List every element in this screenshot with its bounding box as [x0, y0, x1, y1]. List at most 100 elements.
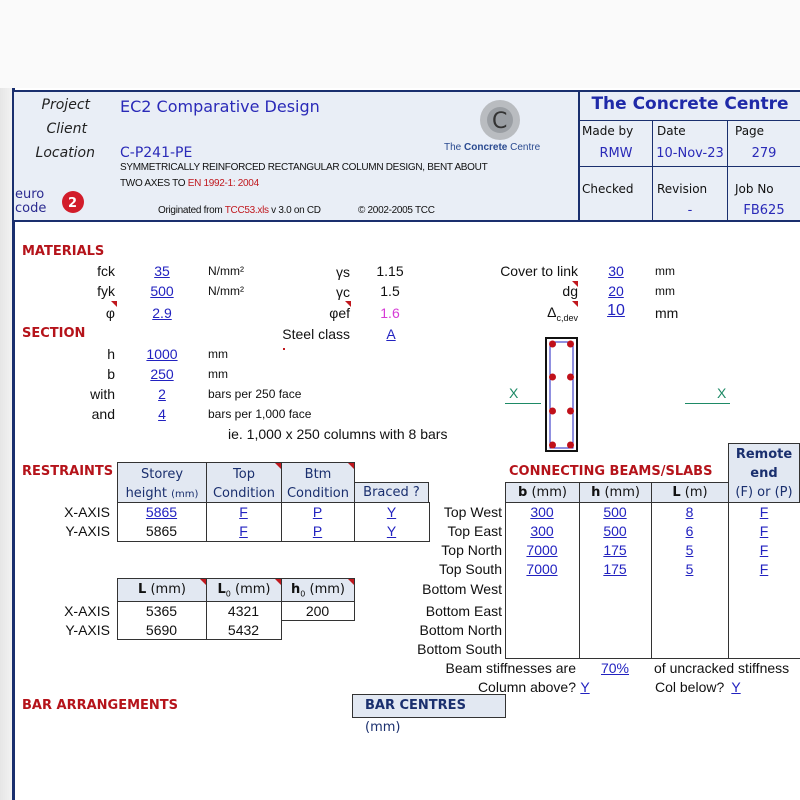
top-condition-input[interactable]: F	[239, 504, 248, 520]
concrete-centre-logo-icon: C	[478, 98, 522, 142]
header-text: Condition	[212, 486, 276, 501]
originated-prefix: Originated from	[158, 205, 225, 216]
divider	[727, 120, 728, 222]
header-text: Remote	[735, 447, 793, 462]
braced-input[interactable]: Y	[386, 504, 397, 520]
revision-value[interactable]: -	[687, 203, 693, 218]
header-text: BAR CENTRES	[365, 698, 466, 713]
cover-label: Cover to link	[500, 263, 578, 279]
L-header: L (mm)	[117, 578, 207, 602]
header-unit: (mm)	[527, 485, 567, 500]
comment-marker[interactable]	[572, 281, 578, 287]
h-unit: mm	[208, 347, 228, 361]
beam-b-input[interactable]: 7000	[526, 561, 558, 577]
gamma-s-value: 1.15	[376, 263, 404, 279]
date-label: Date	[657, 124, 686, 138]
header-unit: (mm)	[600, 485, 640, 500]
beams-table-body	[505, 502, 800, 659]
date-value[interactable]: 10-Nov-23	[656, 146, 724, 161]
materials-heading: MATERIALS	[22, 244, 105, 259]
beam-L-input[interactable]: 5	[685, 542, 694, 558]
beam-label: Top North	[441, 542, 502, 558]
page-value[interactable]: 279	[751, 146, 777, 161]
btm-condition-input[interactable]: P	[312, 523, 323, 539]
beam-h-input[interactable]: 175	[603, 542, 627, 558]
page-label: Page	[735, 124, 765, 138]
restraints-table-body	[117, 502, 430, 542]
bar-centres-header: BAR CENTRES (mm)	[352, 694, 506, 735]
beam-end-input[interactable]: F	[759, 504, 769, 520]
bars-1000-input[interactable]: 4	[158, 406, 166, 422]
cover-input[interactable]: 30	[608, 263, 624, 279]
comment-marker[interactable]	[200, 579, 206, 585]
project-label: Project	[41, 97, 90, 113]
comment-marker[interactable]	[111, 301, 117, 307]
fck-input[interactable]: 35	[154, 263, 170, 279]
header-unit: (mm)	[365, 720, 401, 735]
top-strip	[0, 0, 800, 88]
job-no-value[interactable]: FB625	[743, 203, 785, 218]
h-input[interactable]: 1000	[146, 346, 178, 362]
comment-marker[interactable]	[348, 579, 354, 585]
comment-marker[interactable]	[275, 579, 281, 585]
comment-marker[interactable]	[572, 301, 578, 307]
beam-b-input[interactable]: 7000	[526, 542, 558, 558]
storey-height-header: Storey height (mm)	[117, 462, 207, 503]
beam-h-input[interactable]: 175	[603, 561, 627, 577]
phi-ef-value: 1.6	[380, 305, 400, 321]
header-unit: (m)	[680, 485, 708, 500]
comment-marker[interactable]	[345, 301, 351, 307]
logo-text-bold: Concrete	[464, 142, 508, 153]
header-text: end	[750, 466, 778, 481]
beam-end-input[interactable]: F	[759, 523, 769, 539]
h-header: h (mm)	[579, 482, 652, 503]
delta-symbol: Δ	[547, 304, 557, 320]
col-below-label: Col below?	[655, 679, 725, 695]
header-unit: (mm)	[230, 582, 271, 597]
divider	[651, 502, 652, 659]
phi-label: φ	[105, 305, 115, 321]
column-above-input[interactable]: Y	[580, 679, 590, 695]
beam-L-input[interactable]: 6	[685, 523, 694, 539]
dg-input[interactable]: 20	[608, 283, 624, 299]
beam-L-input[interactable]: 5	[685, 561, 694, 577]
comment-marker[interactable]	[348, 463, 354, 469]
L0-header: L0 (mm)	[206, 578, 282, 602]
phi-input[interactable]: 2.9	[152, 305, 172, 321]
deviation-input[interactable]: 10	[607, 302, 625, 319]
beam-stiffness-input[interactable]: 70%	[600, 660, 630, 676]
gamma-c-value: 1.5	[380, 283, 400, 299]
beam-h-input[interactable]: 500	[603, 504, 627, 520]
beam-b-input[interactable]: 300	[530, 504, 554, 520]
fyk-input[interactable]: 500	[150, 283, 174, 299]
beam-end-input[interactable]: F	[759, 542, 769, 558]
b-header: b (mm)	[505, 482, 580, 503]
gamma-c-label: γc	[336, 284, 350, 300]
bars-250-input[interactable]: 2	[158, 386, 166, 402]
btm-condition-input[interactable]: P	[312, 504, 323, 520]
beam-end-input[interactable]: F	[759, 561, 769, 577]
dg-unit: mm	[655, 284, 675, 298]
eurocode-logo: euro code 2	[15, 186, 85, 216]
beam-b-input[interactable]: 300	[530, 523, 554, 539]
beam-h-input[interactable]: 500	[603, 523, 627, 539]
b-input[interactable]: 250	[150, 366, 174, 382]
restraints-heading: RESTRAINTS	[22, 464, 114, 479]
steel-class-input[interactable]: A	[386, 326, 396, 342]
project-value[interactable]: EC2 Comparative Design	[120, 97, 320, 116]
top-condition-input[interactable]: F	[239, 523, 248, 539]
braced-input[interactable]: Y	[386, 523, 397, 539]
location-value[interactable]: C-P241-PE	[120, 145, 193, 161]
header-text: Condition	[286, 486, 350, 501]
divider	[578, 120, 800, 121]
made-by-value[interactable]: RMW	[599, 146, 633, 161]
comment-marker[interactable]	[275, 463, 281, 469]
col-below-input[interactable]: Y	[731, 679, 741, 695]
beam-L-input[interactable]: 8	[685, 504, 694, 520]
job-no-label: Job No	[735, 182, 774, 196]
fyk-unit: N/mm²	[208, 284, 244, 298]
storey-height-input[interactable]: 5865	[145, 504, 178, 520]
axis-label-right: X	[717, 385, 727, 401]
divider	[354, 502, 355, 542]
braced-header: Braced ?	[354, 482, 429, 503]
